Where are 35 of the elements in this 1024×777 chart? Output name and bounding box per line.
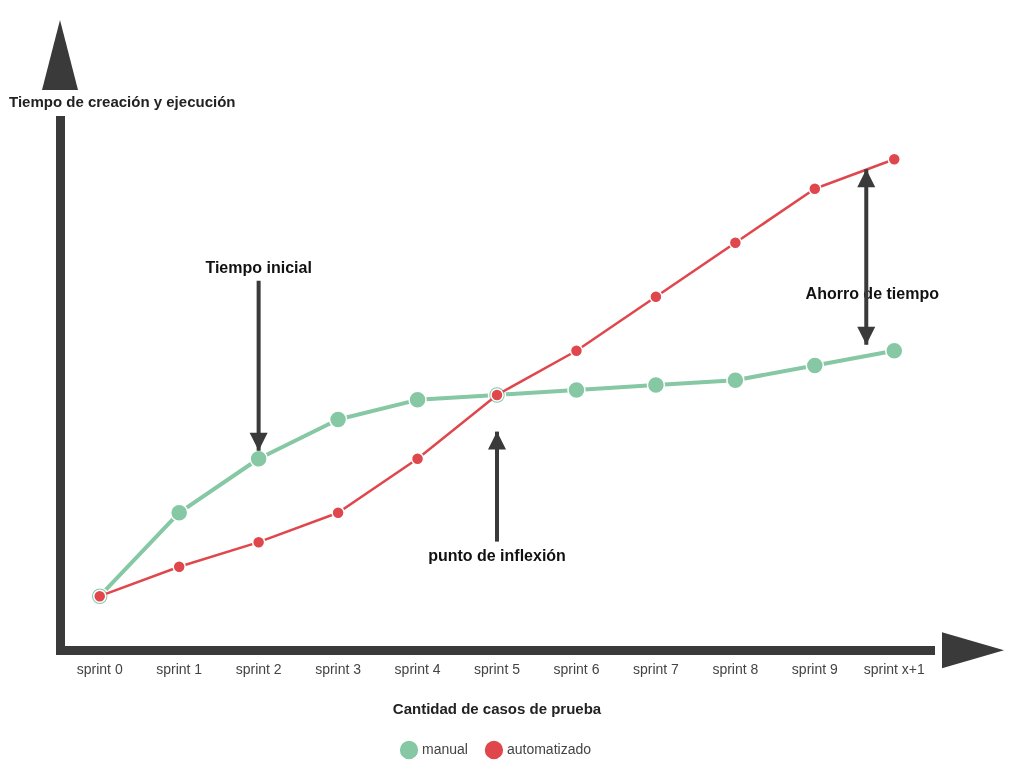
x-tick-label: sprint 6 [553, 661, 600, 678]
x-tick-label: sprint 1 [156, 661, 203, 678]
point [331, 505, 345, 520]
point [887, 152, 902, 167]
y-axis-title: Tiempo de creación y ejecución [6, 92, 239, 111]
legend-label: manual [422, 740, 468, 757]
point [410, 451, 425, 466]
point [172, 559, 186, 574]
x-axis-title: Cantidad de casos de prueba [392, 700, 602, 718]
x-tick-label: sprint 0 [76, 661, 123, 678]
point [328, 410, 348, 429]
x-tick-label: sprint 3 [315, 661, 362, 678]
point [885, 341, 904, 360]
point [408, 390, 427, 410]
annotation: Tiempo inicial [205, 259, 312, 277]
point [251, 535, 266, 549]
point [649, 289, 663, 304]
annotation: punto de inflexión [428, 547, 566, 565]
point [726, 370, 745, 390]
x-tick-label: sprint 4 [394, 661, 441, 678]
x-tick-label: sprint 2 [235, 661, 282, 678]
point [728, 235, 743, 250]
legend-label: automatizado [506, 740, 592, 757]
point [569, 343, 584, 358]
x-tick-label: sprint 7 [632, 661, 680, 678]
x-tick-label: sprint x+1 [863, 661, 926, 678]
x-tick-label: sprint 9 [791, 661, 838, 678]
point [805, 356, 825, 375]
point [567, 380, 586, 400]
point [808, 181, 822, 196]
x-tick-label: sprint 5 [474, 661, 521, 678]
x-tick-label: sprint 8 [712, 661, 759, 678]
point [249, 449, 268, 468]
point [169, 503, 189, 522]
point [646, 375, 666, 395]
